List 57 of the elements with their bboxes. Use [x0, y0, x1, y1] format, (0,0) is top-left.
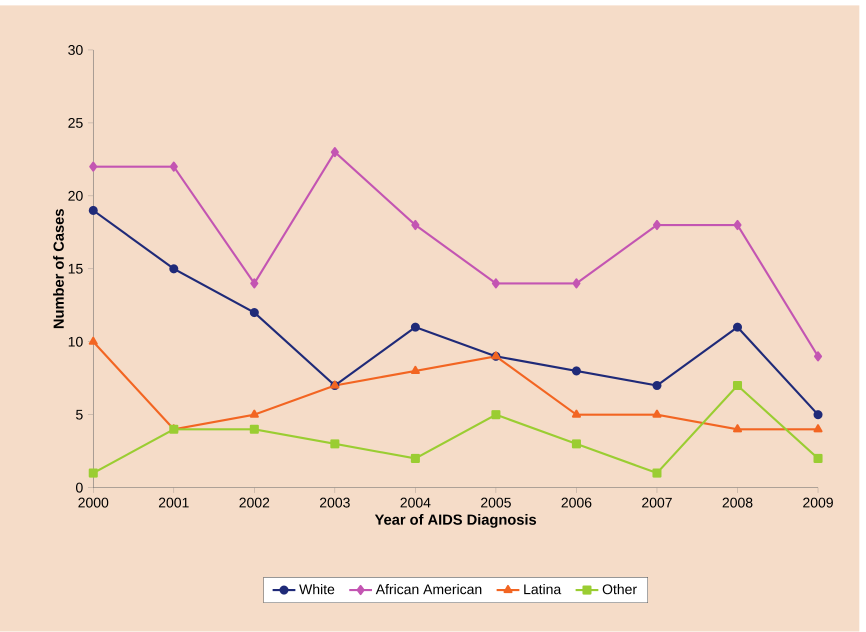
point: [572, 278, 581, 289]
x-tick-label: 2008: [722, 498, 752, 508]
point: [814, 454, 823, 464]
point: [492, 278, 500, 289]
y-tick-label: 0: [76, 482, 83, 493]
point: [411, 220, 420, 230]
point: [814, 410, 823, 420]
point: [652, 468, 662, 478]
point: [88, 206, 98, 216]
point: [330, 147, 339, 158]
legend-label: White: [299, 584, 334, 594]
y-tick-label: 10: [68, 337, 83, 347]
point: [330, 440, 340, 449]
point: [491, 410, 500, 420]
point: [652, 381, 662, 390]
legend-label: African American: [376, 584, 482, 594]
point: [733, 220, 742, 230]
x-tick-label: 2005: [481, 498, 511, 508]
legend-label: Latina: [524, 584, 562, 594]
point: [814, 424, 823, 433]
point: [410, 454, 420, 464]
point: [169, 264, 178, 274]
point: [652, 220, 662, 230]
point: [410, 366, 420, 374]
point: [250, 278, 258, 289]
y-tick-label: 25: [68, 118, 83, 128]
point: [572, 410, 581, 418]
point: [732, 381, 742, 390]
x-tick-label: 2006: [562, 498, 592, 508]
point: [89, 162, 98, 172]
point: [572, 440, 581, 449]
point: [652, 410, 662, 418]
point: [572, 366, 581, 376]
point: [88, 336, 98, 346]
y-tick-label: 15: [68, 264, 83, 274]
point: [410, 322, 420, 332]
point: [250, 308, 259, 318]
point: [170, 162, 178, 172]
x-axis-title: Year of AIDS Diagnosis: [374, 514, 536, 528]
x-tick-label: 2007: [642, 498, 672, 508]
point: [814, 352, 822, 362]
y-tick-label: 30: [68, 45, 83, 56]
legend-label: Other: [602, 584, 637, 594]
x-tick-label: 2003: [320, 498, 350, 508]
point: [250, 410, 259, 418]
point: [732, 424, 742, 433]
x-tick-label: 2001: [158, 498, 189, 508]
y-tick-label: 5: [76, 410, 83, 420]
y-axis-title: Number of Cases: [53, 209, 64, 328]
point: [250, 424, 259, 434]
point: [732, 322, 742, 332]
y-tick-label: 20: [68, 191, 83, 202]
x-tick-label: 2009: [803, 498, 833, 508]
x-tick-label: 2000: [78, 498, 108, 508]
point: [88, 468, 98, 478]
x-tick-label: 2004: [400, 498, 431, 508]
x-tick-label: 2002: [239, 498, 270, 508]
